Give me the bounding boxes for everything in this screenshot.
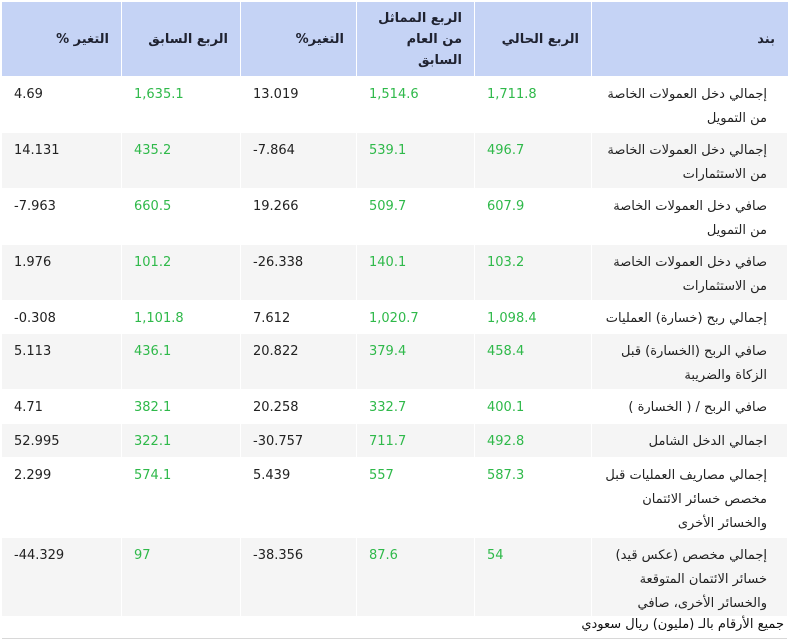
units-footnote: جميع الأرقام بالـ (مليون) ريال سعودي [581, 617, 784, 632]
cell-same-quarter-last-year: 539.1 [356, 132, 475, 189]
header-previous-quarter: الربع السابق [121, 1, 241, 77]
footnote-divider [2, 638, 787, 639]
cell-change-pct: 26.338- [240, 244, 357, 301]
cell-previous-quarter: 1,101.8 [121, 300, 241, 334]
cell-same-quarter-last-year: 87.6 [356, 537, 475, 617]
cell-change-pct: 38.356- [240, 537, 357, 617]
cell-same-quarter-last-year: 1,020.7 [356, 300, 475, 334]
table-row: صافي الربح / ( الخسارة ) 400.1 332.7 20.258… [1, 389, 788, 424]
cell-current-quarter: 54 [474, 537, 592, 617]
cell-change-pct-previous: 2.299 [1, 457, 122, 538]
cell-item: اجمالي الدخل الشامل [591, 423, 788, 458]
cell-change-pct-previous: 14.131 [1, 132, 122, 189]
cell-same-quarter-last-year: 557 [356, 457, 475, 538]
header-change-pct-previous: التغير % [1, 1, 122, 77]
cell-same-quarter-last-year: 509.7 [356, 188, 475, 245]
cell-item: إجمالي ربح (خسارة) العمليات [591, 300, 788, 334]
cell-change-pct-previous: 4.71 [1, 389, 122, 424]
table-row: إجمالي ربح (خسارة) العمليات 1,098.4 1,020.… [1, 300, 788, 334]
cell-previous-quarter: 382.1 [121, 389, 241, 424]
table-row: اجمالي الدخل الشامل 492.8 711.7 30.757- 322.… [1, 423, 788, 458]
cell-change-pct: 30.757- [240, 423, 357, 458]
cell-change-pct-previous: 0.308- [1, 300, 122, 334]
header-change-pct: التغير% [240, 1, 357, 77]
table-row: صافي الربح (الخسارة) قبل الزكاة والضريبة… [1, 333, 788, 390]
cell-item: إجمالي مصاريف العمليات قبل مخصص خسائر ال… [591, 457, 788, 538]
cell-same-quarter-last-year: 379.4 [356, 333, 475, 390]
header-same-quarter-last-year: الربع المماثل من العام السابق [356, 1, 475, 77]
cell-item: صافي الربح (الخسارة) قبل الزكاة والضريبة [591, 333, 788, 390]
cell-item: إجمالي دخل العمولات الخاصة من الاستثمارا… [591, 132, 788, 189]
cell-same-quarter-last-year: 1,514.6 [356, 76, 475, 133]
cell-previous-quarter: 574.1 [121, 457, 241, 538]
cell-item: إجمالي دخل العمولات الخاصة من التمويل [591, 76, 788, 133]
table-body: إجمالي دخل العمولات الخاصة من التمويل 1,7… [1, 76, 788, 617]
cell-current-quarter: 607.9 [474, 188, 592, 245]
cell-same-quarter-last-year: 711.7 [356, 423, 475, 458]
cell-change-pct-previous: 4.69 [1, 76, 122, 133]
cell-change-pct: 5.439 [240, 457, 357, 538]
cell-item: صافي الربح / ( الخسارة ) [591, 389, 788, 424]
cell-previous-quarter: 322.1 [121, 423, 241, 458]
cell-change-pct: 20.258 [240, 389, 357, 424]
cell-change-pct-previous: 7.963- [1, 188, 122, 245]
cell-current-quarter: 458.4 [474, 333, 592, 390]
cell-current-quarter: 587.3 [474, 457, 592, 538]
cell-current-quarter: 400.1 [474, 389, 592, 424]
cell-item: صافي دخل العمولات الخاصة من الاستثمارات [591, 244, 788, 301]
cell-previous-quarter: 1,635.1 [121, 76, 241, 133]
cell-previous-quarter: 101.2 [121, 244, 241, 301]
cell-current-quarter: 496.7 [474, 132, 592, 189]
cell-change-pct-previous: 52.995 [1, 423, 122, 458]
table-row: إجمالي دخل العمولات الخاصة من الاستثمارا… [1, 132, 788, 189]
cell-item: صافي دخل العمولات الخاصة من التمويل [591, 188, 788, 245]
cell-same-quarter-last-year: 332.7 [356, 389, 475, 424]
cell-item: إجمالي مخصص (عكس قيد) خسائر الائتمان الم… [591, 537, 788, 617]
table-header-row: بند الربع الحالي الربع المماثل من العام … [1, 1, 788, 77]
cell-same-quarter-last-year: 140.1 [356, 244, 475, 301]
cell-change-pct: 20.822 [240, 333, 357, 390]
cell-current-quarter: 103.2 [474, 244, 592, 301]
cell-change-pct-previous: 1.976 [1, 244, 122, 301]
header-item: بند [591, 1, 788, 77]
cell-change-pct-previous: 5.113 [1, 333, 122, 390]
cell-change-pct: 19.266 [240, 188, 357, 245]
cell-previous-quarter: 97 [121, 537, 241, 617]
table-row: إجمالي مخصص (عكس قيد) خسائر الائتمان الم… [1, 537, 788, 617]
cell-previous-quarter: 436.1 [121, 333, 241, 390]
cell-previous-quarter: 435.2 [121, 132, 241, 189]
header-current-quarter: الربع الحالي [474, 1, 592, 77]
cell-current-quarter: 492.8 [474, 423, 592, 458]
cell-change-pct-previous: 44.329- [1, 537, 122, 617]
cell-previous-quarter: 660.5 [121, 188, 241, 245]
table-row: صافي دخل العمولات الخاصة من الاستثمارات 1… [1, 244, 788, 301]
cell-change-pct: 7.612 [240, 300, 357, 334]
cell-current-quarter: 1,098.4 [474, 300, 592, 334]
cell-change-pct: 7.864- [240, 132, 357, 189]
table-row: صافي دخل العمولات الخاصة من التمويل 607.9… [1, 188, 788, 245]
cell-change-pct: 13.019 [240, 76, 357, 133]
table-row: إجمالي دخل العمولات الخاصة من التمويل 1,7… [1, 76, 788, 133]
table-row: إجمالي مصاريف العمليات قبل مخصص خسائر ال… [1, 457, 788, 538]
results-table: بند الربع الحالي الربع المماثل من العام … [1, 1, 788, 617]
cell-current-quarter: 1,711.8 [474, 76, 592, 133]
